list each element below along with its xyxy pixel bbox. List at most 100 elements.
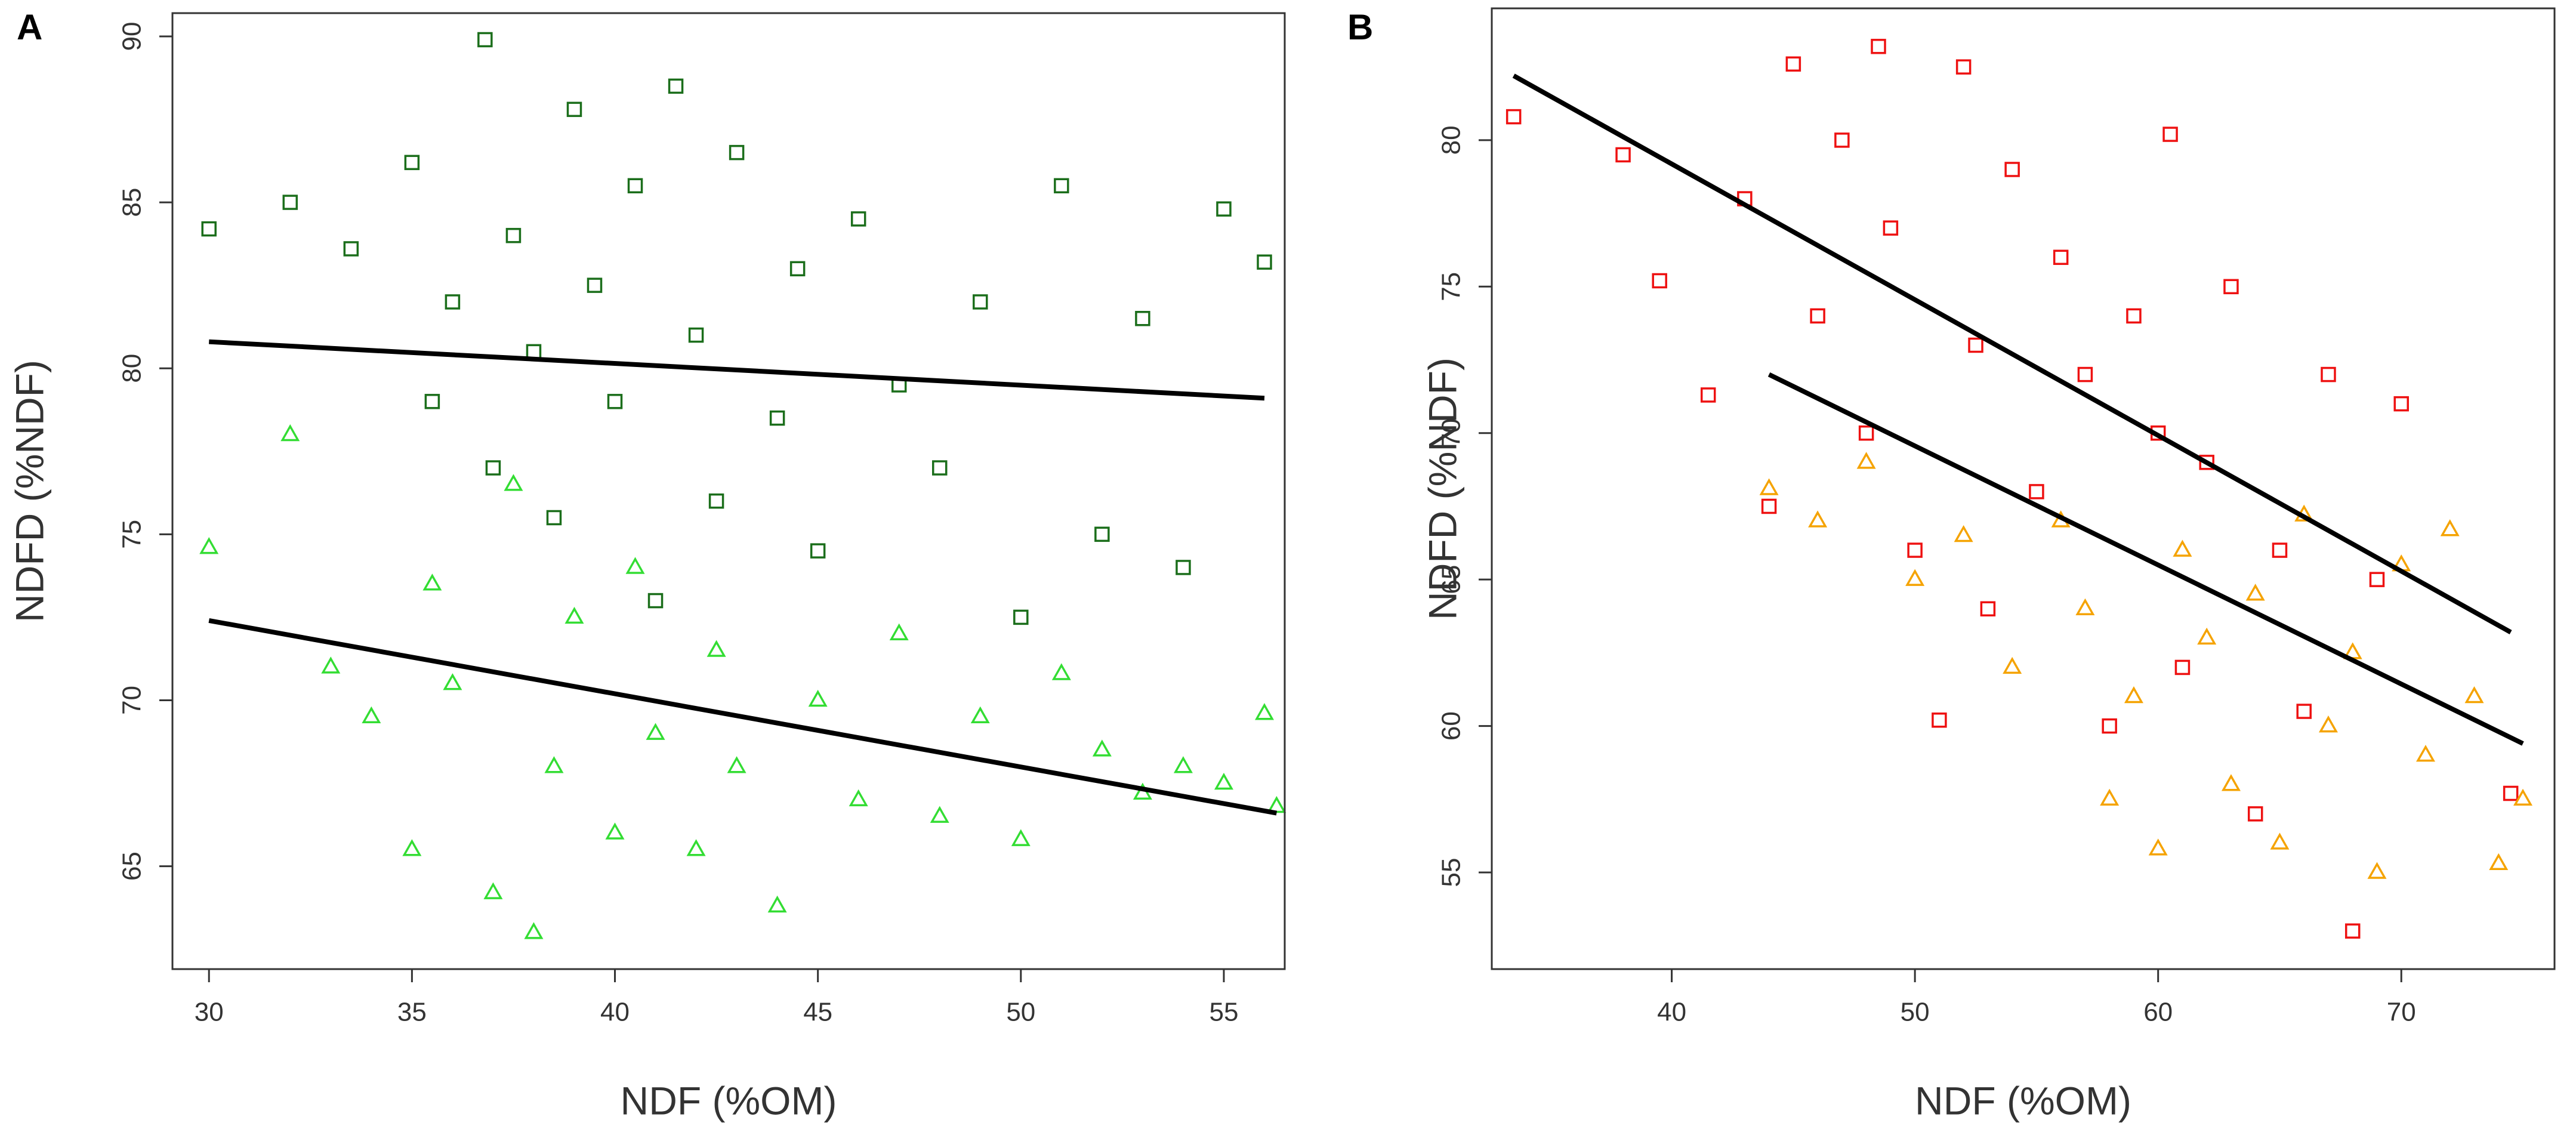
square-point — [1980, 601, 1996, 616]
x-tick-label: 50 — [1901, 998, 1930, 1027]
square-point — [2393, 396, 2409, 412]
triangle-point — [2173, 539, 2192, 557]
panel-label: B — [1347, 7, 1373, 47]
x-tick-label: 45 — [803, 998, 832, 1027]
panel-label: A — [17, 7, 42, 47]
triangle-point — [280, 424, 300, 442]
square-point — [1932, 713, 1947, 728]
triangle-point — [362, 706, 381, 723]
triangle-point — [2318, 715, 2338, 733]
square-point — [526, 344, 542, 360]
triangle-point — [2416, 745, 2435, 762]
square-point — [2162, 127, 2178, 142]
triangle-point — [930, 806, 949, 823]
triangle-point — [2100, 788, 2120, 806]
triangle-point — [2197, 627, 2217, 645]
square-point — [2223, 279, 2239, 295]
square-point — [505, 227, 522, 243]
triangle-point — [849, 789, 868, 807]
square-point — [1506, 109, 1522, 125]
square-point — [2199, 455, 2214, 470]
y-tick-label: 65 — [118, 852, 147, 881]
triangle-point — [2075, 598, 2095, 615]
square-point — [708, 493, 724, 509]
y-tick-label: 75 — [1437, 272, 1466, 301]
square-point — [2321, 366, 2336, 383]
triangle-point — [443, 673, 462, 690]
square-point — [1176, 560, 1191, 575]
square-point — [445, 294, 461, 310]
triangle-point — [1173, 756, 1193, 773]
square-point — [2029, 484, 2044, 499]
triangle-point — [707, 640, 726, 657]
y-tick-label: 70 — [1437, 418, 1466, 448]
triangle-point — [524, 922, 544, 939]
square-point — [2174, 659, 2191, 676]
square-point — [404, 155, 420, 171]
triangle-point — [970, 706, 990, 723]
square-point — [2053, 249, 2069, 265]
x-tick-label: 55 — [1209, 998, 1238, 1027]
y-tick-label: 55 — [1437, 858, 1466, 887]
square-point — [668, 78, 684, 94]
square-point — [1810, 308, 1825, 324]
square-point — [477, 32, 493, 48]
triangle-point — [2513, 788, 2533, 806]
y-tick-label: 60 — [1437, 711, 1466, 741]
x-tick-label: 40 — [600, 998, 630, 1027]
triangle-point — [727, 756, 746, 773]
triangle-point — [1808, 510, 1828, 528]
square-point — [1883, 220, 1899, 236]
square-point — [424, 394, 440, 409]
fit-line — [1767, 372, 2524, 746]
square-point — [1834, 132, 1850, 148]
triangle-point — [1214, 772, 1233, 790]
fit-line — [208, 618, 1278, 816]
square-point — [1615, 147, 1631, 163]
y-tick-label: 75 — [118, 520, 147, 549]
square-point — [566, 101, 582, 118]
square-point — [1216, 201, 1232, 217]
square-point — [810, 543, 826, 559]
square-point — [647, 593, 664, 609]
square-point — [627, 178, 643, 193]
x-tick-label: 70 — [2387, 998, 2416, 1027]
y-tick-label: 85 — [118, 188, 147, 217]
square-point — [2272, 542, 2288, 558]
triangle-point — [1856, 452, 1876, 469]
triangle-point — [544, 756, 564, 773]
triangle-point — [564, 606, 584, 624]
triangle-point — [402, 839, 422, 856]
square-point — [2247, 806, 2263, 822]
square-point — [1652, 273, 1667, 289]
fit-line — [209, 339, 1265, 401]
triangle-point — [1905, 569, 1925, 586]
square-point — [546, 510, 562, 526]
triangle-point — [605, 822, 625, 840]
square-point — [1257, 254, 1272, 270]
triangle-point — [483, 882, 503, 899]
x-axis-title: NDF (%OM) — [621, 1078, 837, 1122]
triangle-point — [808, 689, 828, 707]
square-point — [2077, 366, 2093, 383]
triangle-point — [686, 839, 706, 856]
triangle-point — [2367, 862, 2387, 879]
square-point — [1871, 39, 1886, 54]
square-point — [2004, 162, 2020, 177]
square-point — [1858, 425, 1874, 441]
triangle-point — [2124, 686, 2143, 704]
y-axis-title: NDFD (%NDF) — [1420, 357, 1464, 620]
triangle-point — [625, 557, 645, 574]
square-point — [587, 277, 603, 293]
y-tick-label: 70 — [118, 686, 147, 715]
x-tick-label: 60 — [2143, 998, 2173, 1027]
triangle-point — [2245, 584, 2265, 601]
triangle-point — [1051, 663, 1071, 680]
triangle-point — [422, 573, 442, 591]
square-point — [282, 195, 298, 210]
square-point — [2102, 718, 2117, 734]
square-point — [2344, 923, 2361, 939]
y-tick-label: 80 — [118, 354, 147, 383]
x-tick-label: 50 — [1006, 998, 1035, 1027]
